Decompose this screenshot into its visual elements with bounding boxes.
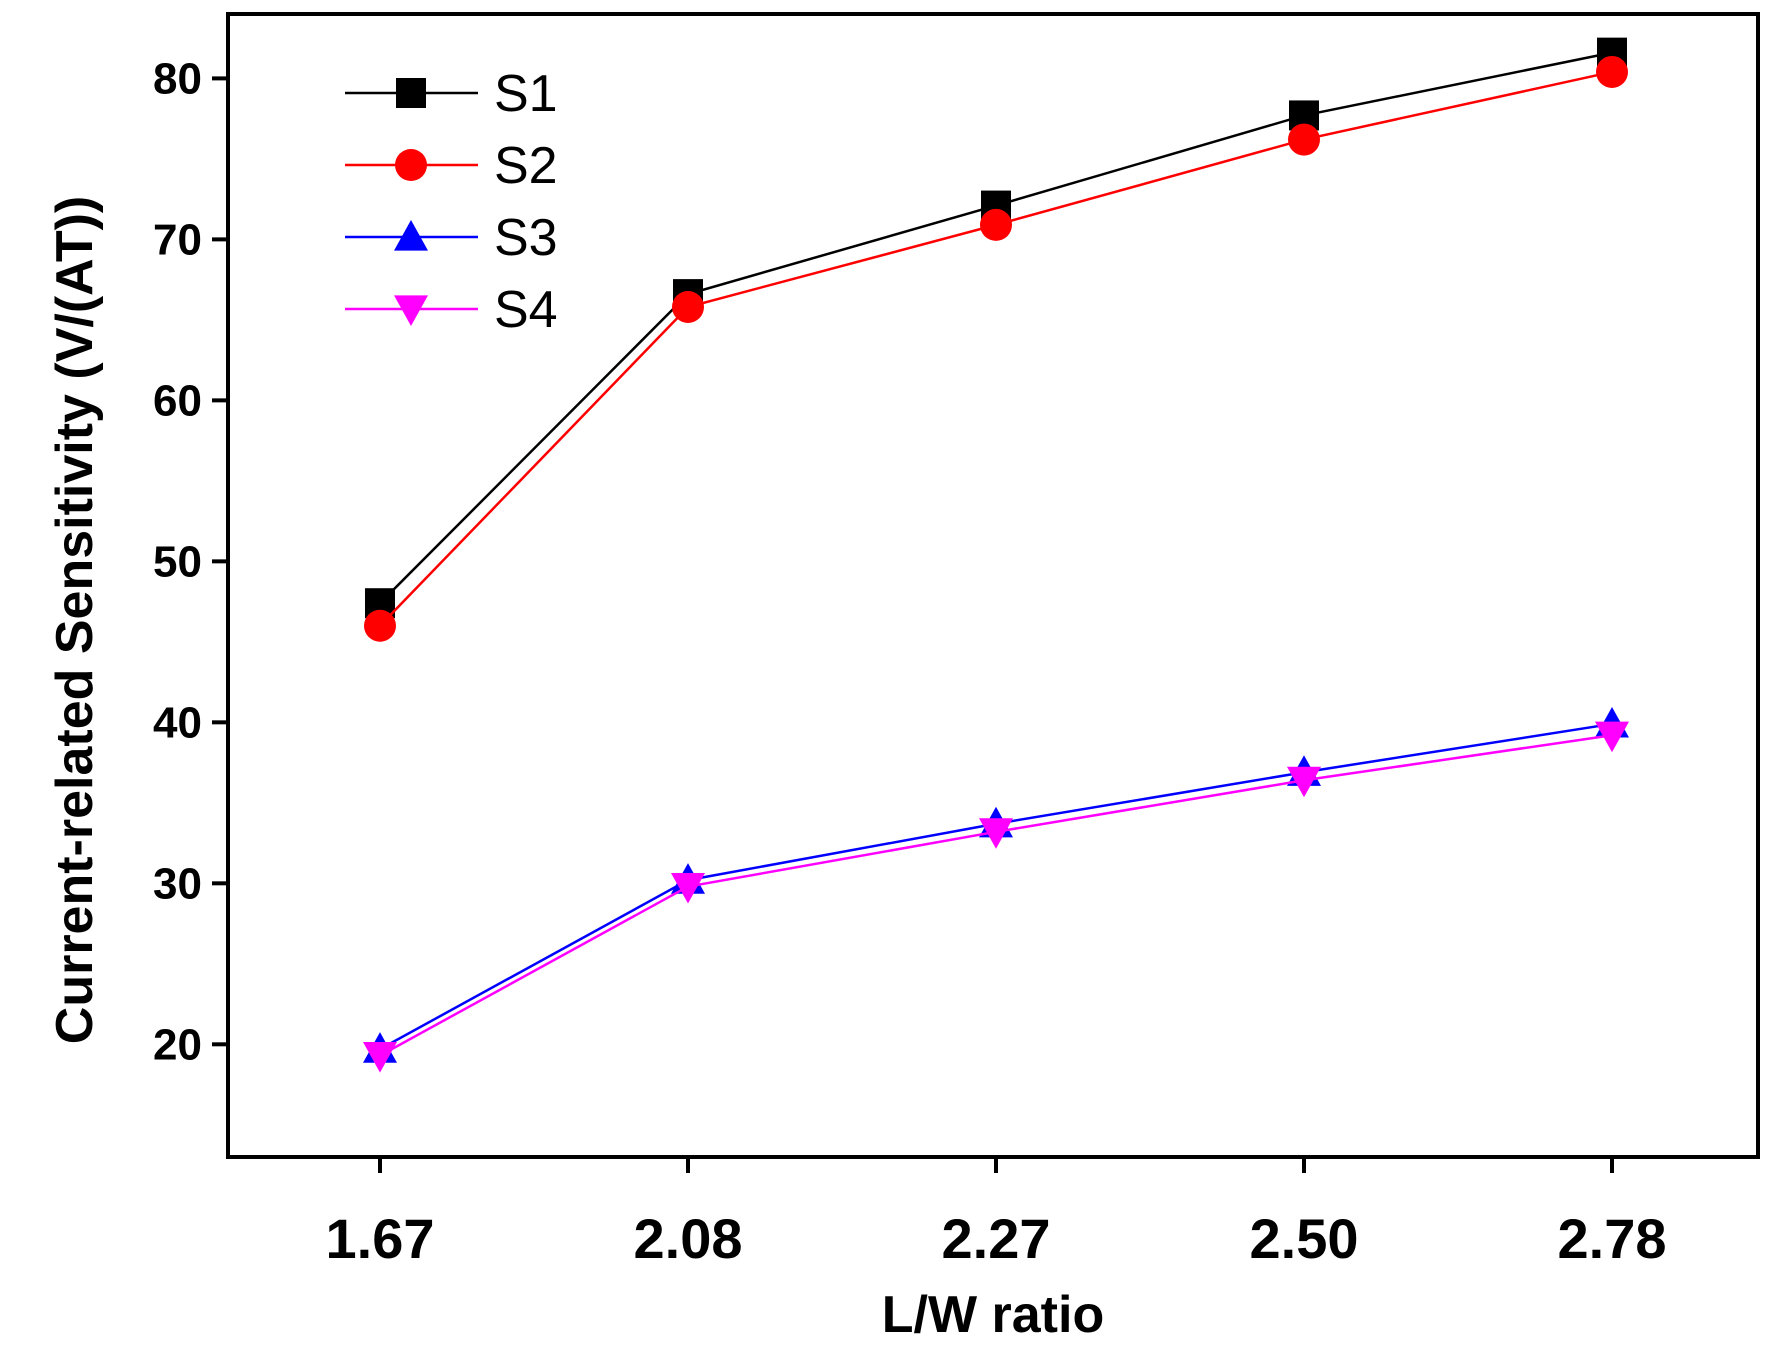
- series-line: [379, 70, 1613, 627]
- legend-marker: [395, 149, 427, 181]
- data-point: [1596, 55, 1628, 88]
- x-tick-label: 2.78: [1558, 1207, 1667, 1270]
- y-axis-title: Current-related Sensitivity (V/(AT)): [46, 196, 104, 1044]
- data-point: [980, 208, 1012, 241]
- legend-item: S1: [345, 65, 558, 123]
- series-line: [379, 51, 1613, 605]
- x-axis: 1.67 2.08 2.27 2.50 2.78: [326, 1157, 1667, 1270]
- y-tick-label: 60: [153, 376, 202, 425]
- series-s2: [364, 55, 1628, 642]
- x-tick-label: 2.27: [942, 1207, 1051, 1270]
- data-point: [1288, 123, 1320, 156]
- legend-marker: [394, 295, 428, 326]
- y-tick-label: 80: [153, 54, 202, 103]
- series-line: [379, 722, 1613, 1051]
- y-tick-label: 70: [153, 215, 202, 264]
- data-point: [364, 609, 396, 642]
- legend-item: S2: [345, 137, 558, 195]
- data-point: [363, 1041, 397, 1073]
- legend-label: S2: [494, 137, 558, 195]
- x-tick-label: 2.08: [634, 1207, 743, 1270]
- y-tick-label: 20: [153, 1020, 202, 1069]
- data-point: [1595, 721, 1629, 753]
- series-line: [379, 733, 1613, 1057]
- y-tick-label: 40: [153, 698, 202, 747]
- data-point: [1287, 766, 1321, 798]
- legend-marker: [396, 78, 426, 108]
- x-axis-title: L/W ratio: [882, 1286, 1104, 1344]
- legend-item: S4: [345, 281, 558, 339]
- y-tick-label: 50: [153, 537, 202, 586]
- data-point: [671, 872, 705, 904]
- legend-label: S1: [494, 65, 558, 123]
- data-point: [672, 290, 704, 323]
- y-axis: 20 30 40 50 60 70 80: [153, 54, 228, 1069]
- series-s4: [363, 721, 1629, 1073]
- x-tick-label: 2.50: [1250, 1207, 1359, 1270]
- y-tick-label: 30: [153, 859, 202, 908]
- x-tick-label: 1.67: [326, 1207, 435, 1270]
- series-layer: [363, 37, 1629, 1073]
- data-point: [979, 818, 1013, 849]
- legend-item: S3: [345, 209, 558, 267]
- plot-frame: [226, 12, 1760, 1159]
- legend-label: S3: [494, 209, 558, 267]
- legend: S1 S2 S3 S4: [345, 65, 558, 339]
- legend-label: S4: [494, 281, 558, 339]
- legend-marker: [394, 220, 428, 251]
